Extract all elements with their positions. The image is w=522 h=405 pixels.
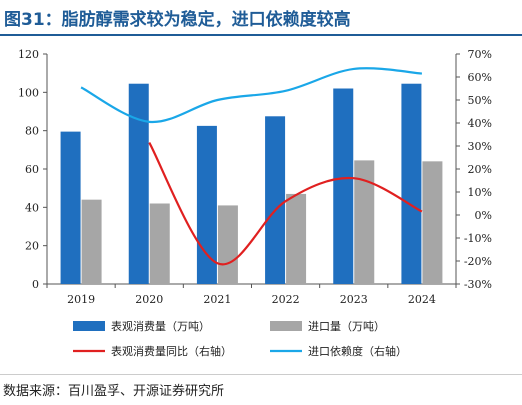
right-axis-tick-label: -30%	[464, 278, 492, 291]
left-axis-tick-label: 40	[25, 201, 39, 214]
x-axis-tick-label: 2022	[272, 293, 300, 306]
figure-title: 图31：脂肪醇需求较为稳定，进口依赖度较高	[4, 10, 351, 30]
legend-imports-label: 进口量（万吨）	[308, 320, 385, 333]
left-axis-tick-label: 80	[25, 125, 39, 138]
right-axis-tick-label: 0%	[475, 209, 492, 222]
x-axis-tick-label: 2023	[340, 293, 368, 306]
title-divider	[0, 34, 522, 36]
consumption-yoy-line	[148, 142, 423, 266]
legend-import-dependency-label: 进口依赖度（右轴）	[308, 344, 407, 358]
footer-divider	[0, 374, 522, 375]
consumption-bar	[265, 116, 286, 285]
right-axis-tick-label: -20%	[464, 255, 492, 268]
legend-consumption-yoy-label: 表观消费量同比（右轴）	[111, 344, 232, 358]
right-axis-tick-label: 40%	[468, 117, 492, 130]
right-axis-tick-label: 20%	[468, 163, 492, 176]
left-axis-tick-label: 100	[18, 86, 39, 99]
x-axis-tick-label: 2021	[203, 293, 231, 306]
x-axis-tick-label: 2024	[408, 293, 436, 306]
right-axis-tick-label: 10%	[468, 186, 492, 199]
import-bar	[286, 193, 307, 284]
x-axis-tick-label: 2019	[67, 293, 95, 306]
right-axis-tick-label: -10%	[464, 232, 492, 245]
consumption-bar	[196, 125, 217, 284]
right-axis-tick-label: 50%	[468, 94, 492, 107]
legend-consumption-swatch	[73, 321, 105, 331]
import-bar	[422, 161, 443, 284]
right-axis-tick-label: 60%	[468, 71, 492, 84]
left-axis-tick-label: 0	[32, 278, 39, 291]
legend-consumption-label: 表观消费量（万吨）	[111, 319, 210, 333]
chart: 0 20 40 60 80 100 120 -30% -20% -10% 0% 10% 20% 30% 40…	[18, 48, 492, 358]
data-source: 数据来源：百川盈孚、开源证券研究所	[3, 384, 225, 399]
consumption-bar	[333, 88, 354, 284]
left-axis-tick-label: 20	[25, 240, 39, 253]
import-bar	[217, 205, 238, 284]
consumption-bar	[60, 131, 81, 284]
consumption-bar	[401, 83, 422, 284]
import-bar	[149, 203, 170, 284]
consumption-bar	[128, 83, 149, 284]
import-bar	[354, 160, 375, 284]
legend-imports-swatch	[270, 321, 302, 331]
left-axis-tick-label: 60	[25, 163, 39, 176]
import-dependency-line	[80, 67, 422, 123]
right-axis-tick-label: 70%	[468, 48, 492, 61]
x-axis-tick-label: 2020	[135, 293, 163, 306]
import-bar	[81, 199, 102, 284]
left-axis-tick-label: 120	[18, 48, 39, 61]
right-axis-tick-label: 30%	[468, 140, 492, 153]
